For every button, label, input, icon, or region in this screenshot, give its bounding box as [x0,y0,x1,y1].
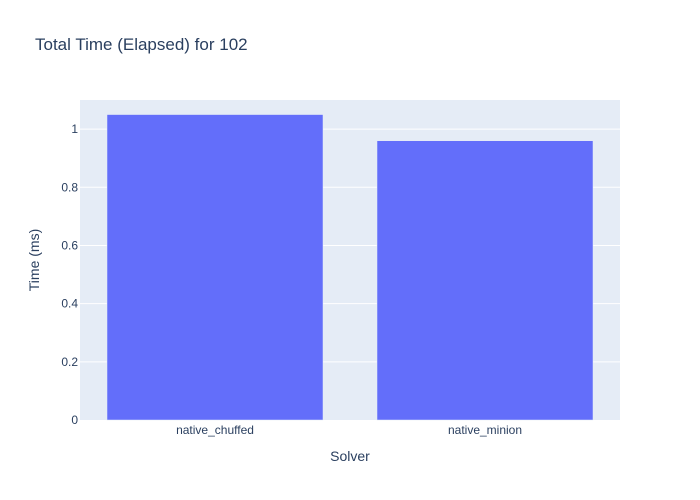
y-tick-label: 0.4 [61,297,78,311]
y-tick-label: 0.8 [61,180,78,194]
x-tick-label: native_chuffed [176,423,254,437]
y-tick-label: 0.6 [61,238,78,252]
y-axis-ticks: 0 0.2 0.4 0.6 0.8 1 [61,122,78,427]
y-tick-label: 0 [71,413,78,427]
y-tick-label: 1 [71,122,78,136]
bar-native_minion[interactable] [376,140,594,421]
bar-native_chuffed[interactable] [106,114,324,421]
bars [106,114,594,421]
x-tick-label: native_minion [448,423,522,437]
y-tick-label: 0.2 [61,355,78,369]
x-axis-ticks: native_chuffed native_minion [176,423,522,437]
chart-title: Total Time (Elapsed) for 102 [35,35,248,54]
x-axis-label: Solver [330,448,370,464]
y-axis-label: Time (ms) [26,229,42,291]
